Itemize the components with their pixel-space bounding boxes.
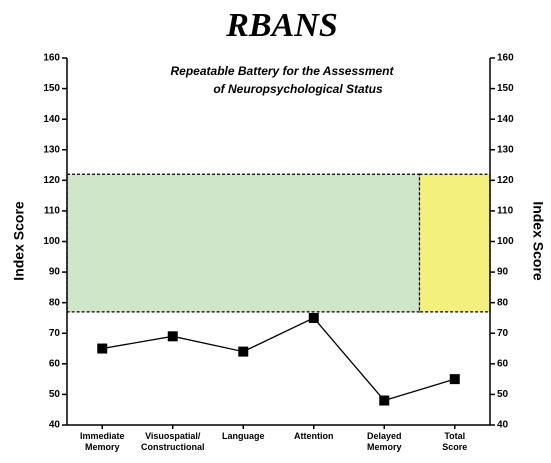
y-tick-label: 90	[49, 267, 61, 278]
y-tick-label: 50	[49, 389, 61, 400]
y-tick-label: 120	[43, 175, 60, 186]
y-tick-label: 150	[43, 83, 60, 94]
y2-tick-label: 90	[497, 267, 509, 278]
y2-tick-label: 40	[497, 420, 509, 431]
y2-tick-label: 160	[497, 53, 514, 64]
point	[97, 343, 108, 354]
y2-tick-label: 50	[497, 389, 509, 400]
line	[102, 317, 455, 402]
y-tick-label: 160	[43, 53, 60, 64]
y-tick-label: 70	[49, 328, 61, 339]
y2-axis-label: Index Score	[530, 201, 546, 281]
y2-tick-label: 110	[497, 206, 514, 217]
point	[449, 374, 460, 385]
x-tick-label: Immediate Memory	[80, 431, 125, 452]
point	[167, 331, 178, 342]
y-axis-label: Index Score	[11, 201, 27, 281]
reference-region	[418, 173, 491, 313]
x-tick-label: Total Score	[442, 431, 467, 452]
subtitle: Repeatable Battery for the Assessment	[171, 64, 395, 78]
y2-tick-label: 100	[497, 236, 514, 247]
y-tick-label: 130	[43, 144, 60, 155]
y-tick-label: 100	[43, 236, 60, 247]
point	[308, 312, 319, 323]
y2-tick-label: 140	[497, 114, 514, 125]
point	[238, 346, 249, 357]
y-tick-label: 60	[49, 358, 61, 369]
y-tick-label: 80	[49, 297, 61, 308]
y2-tick-label: 60	[497, 358, 509, 369]
x-tick-label: Attention	[294, 431, 334, 441]
y-tick-label: 40	[49, 420, 61, 431]
x-tick-label: Visuospatial/Constructional	[141, 431, 205, 452]
x-tick-label: Delayed Memory	[367, 431, 402, 452]
reference-region	[66, 173, 421, 313]
x-tick-label: Language	[222, 431, 265, 441]
y2-tick-label: 120	[497, 175, 514, 186]
chart-title: RBANS	[225, 7, 338, 44]
y2-tick-label: 70	[497, 328, 509, 339]
y2-tick-label: 150	[497, 83, 514, 94]
point	[379, 395, 390, 406]
subtitle: of Neuropsychological Status	[213, 82, 383, 96]
y-tick-label: 140	[43, 114, 60, 125]
y2-tick-label: 130	[497, 144, 514, 155]
y-tick-label: 110	[44, 206, 61, 217]
y2-tick-label: 80	[497, 297, 509, 308]
